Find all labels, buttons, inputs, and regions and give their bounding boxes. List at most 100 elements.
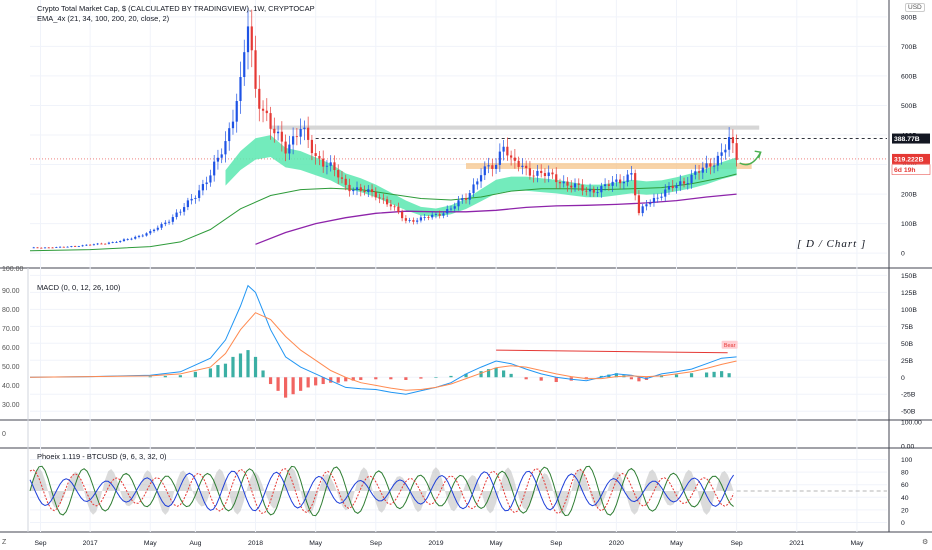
gear-icon[interactable]: ⚙ bbox=[922, 539, 929, 546]
macd-histogram-bar bbox=[599, 375, 603, 378]
price-label-box bbox=[891, 164, 931, 175]
candle-body bbox=[175, 212, 178, 218]
candle-body bbox=[160, 224, 163, 228]
macd-histogram-bar bbox=[434, 377, 438, 378]
candle-body bbox=[671, 186, 674, 189]
candle-body bbox=[389, 204, 392, 207]
candle-body bbox=[198, 190, 201, 198]
candle-body bbox=[130, 238, 133, 240]
z-icon[interactable]: Z bbox=[2, 539, 7, 546]
candle-body bbox=[359, 187, 362, 191]
candle-body bbox=[716, 155, 719, 166]
candle-body bbox=[619, 179, 622, 184]
candle-body bbox=[446, 209, 449, 214]
candle-body bbox=[224, 141, 227, 155]
candle-body bbox=[431, 214, 434, 218]
oscillator-pane[interactable] bbox=[29, 465, 887, 517]
bear-divergence-line bbox=[496, 349, 728, 354]
candle-body bbox=[145, 233, 148, 236]
candle-body bbox=[370, 189, 374, 193]
candle-body bbox=[190, 198, 193, 201]
candle-body bbox=[731, 137, 734, 144]
candle-body bbox=[152, 229, 156, 232]
candle-body bbox=[378, 197, 381, 199]
candle-body bbox=[483, 166, 486, 176]
macd-histogram-bar bbox=[314, 377, 318, 386]
candle-body bbox=[81, 245, 84, 247]
candle-body bbox=[47, 247, 50, 249]
candle-body bbox=[562, 181, 565, 184]
oscillator-y-tick-label: 80 bbox=[901, 470, 909, 477]
bear-label-box bbox=[721, 340, 738, 349]
macd-histogram-bar bbox=[539, 377, 543, 381]
candle-body bbox=[58, 246, 62, 248]
candle-body bbox=[607, 184, 610, 186]
candle-body bbox=[419, 217, 423, 221]
candle-body bbox=[540, 170, 543, 174]
candle-body bbox=[32, 247, 35, 249]
candle-body bbox=[228, 128, 231, 142]
candle-body bbox=[194, 197, 197, 199]
candle-body bbox=[74, 246, 77, 248]
candle-body bbox=[307, 127, 310, 140]
left-axis-30: 30.00 bbox=[2, 402, 20, 409]
candle-body bbox=[363, 190, 366, 193]
macd-histogram-bar bbox=[276, 377, 280, 391]
macd-y-tick-label: 100B bbox=[901, 307, 917, 314]
candle-body bbox=[62, 246, 65, 248]
oscillator-y-tick-label: 40 bbox=[901, 495, 909, 502]
candle-body bbox=[664, 189, 667, 197]
candle-body bbox=[634, 173, 637, 196]
macd-histogram-bar bbox=[283, 377, 288, 398]
candle-body bbox=[611, 181, 614, 186]
price-pane[interactable] bbox=[29, 8, 887, 252]
candle-body bbox=[573, 183, 577, 188]
price-label-text: 6d 19h bbox=[894, 167, 916, 174]
macd-pane[interactable]: Bear bbox=[29, 284, 738, 398]
left-axis-0: 0 bbox=[2, 431, 6, 438]
price-label-box bbox=[892, 133, 930, 144]
candle-body bbox=[303, 127, 306, 129]
candle-body bbox=[137, 235, 141, 237]
candle-body bbox=[280, 131, 283, 142]
ema200-line bbox=[255, 193, 737, 245]
macd-histogram-bar bbox=[712, 371, 716, 378]
price-y-tick-label: 200B bbox=[901, 192, 917, 199]
x-tick-label: May bbox=[144, 540, 157, 547]
macd-histogram-bar bbox=[419, 377, 423, 379]
candle-body bbox=[329, 162, 332, 166]
candle-body bbox=[265, 110, 268, 114]
candle-body bbox=[423, 217, 426, 218]
candle-body bbox=[43, 247, 47, 249]
candle-body bbox=[134, 236, 137, 239]
candle-body bbox=[453, 206, 456, 209]
candle-body bbox=[276, 131, 280, 134]
candle-body bbox=[85, 244, 88, 246]
ema-label: EMA_4x (21, 34, 100, 200, 20, close, 2) bbox=[37, 14, 170, 23]
candle-body bbox=[288, 144, 291, 154]
candle-body bbox=[337, 170, 340, 178]
macd-histogram-bar bbox=[299, 377, 303, 391]
candle-body bbox=[416, 220, 419, 222]
candle-body bbox=[547, 172, 550, 177]
candle-body bbox=[728, 137, 731, 150]
candle-body bbox=[284, 141, 287, 154]
macd-histogram-bar bbox=[524, 377, 528, 380]
candle-body bbox=[682, 181, 686, 184]
candle-body bbox=[555, 174, 558, 183]
candle-body bbox=[468, 193, 471, 200]
candle-body bbox=[494, 164, 498, 169]
macd-histogram-bar bbox=[464, 373, 468, 378]
candle-body bbox=[679, 181, 682, 186]
candle-body bbox=[510, 155, 513, 158]
candle-body bbox=[735, 143, 738, 160]
candle-body bbox=[246, 26, 250, 53]
candle-body bbox=[393, 206, 396, 208]
candle-body bbox=[216, 157, 220, 162]
candle-body bbox=[333, 162, 336, 171]
candle-body bbox=[588, 189, 592, 192]
candle-body bbox=[697, 171, 701, 173]
macd-histogram-bar bbox=[704, 372, 709, 378]
currency-button[interactable]: USD bbox=[905, 3, 925, 12]
